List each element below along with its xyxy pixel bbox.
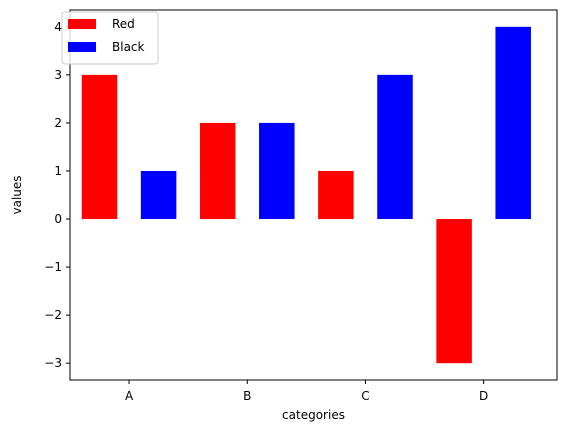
bar-black-d xyxy=(495,26,531,220)
legend-label-red: Red xyxy=(112,17,135,31)
bars-layer xyxy=(81,26,531,364)
x-axis-label: categories xyxy=(282,408,345,422)
bar-red-b xyxy=(199,122,236,220)
y-tick-label: −1 xyxy=(44,260,62,274)
legend: Red Black xyxy=(61,11,159,65)
bar-red-a xyxy=(81,74,118,220)
bar-black-b xyxy=(259,122,295,220)
y-tick-label: 3 xyxy=(54,68,62,82)
x-tick-label: C xyxy=(361,389,369,403)
y-tick-label: 2 xyxy=(54,116,62,130)
plot-frame xyxy=(69,9,558,381)
legend-label-black: Black xyxy=(112,40,145,54)
legend-swatch-red xyxy=(68,19,96,29)
legend-swatch-black xyxy=(68,42,96,52)
y-tick-label: −3 xyxy=(44,356,62,370)
bar-black-c xyxy=(377,74,413,220)
bar-red-d xyxy=(436,219,472,364)
bar-red-c xyxy=(318,170,354,220)
y-tick-label: 1 xyxy=(54,164,62,178)
x-tick-label: D xyxy=(479,389,488,403)
y-tick-label: −2 xyxy=(44,308,62,322)
y-axis-label: values xyxy=(10,175,24,214)
y-tick-label: 4 xyxy=(54,20,62,34)
x-axis: A B C D xyxy=(125,380,488,403)
y-axis: −3 −2 −1 0 1 2 3 4 xyxy=(44,20,70,370)
y-tick-label: 0 xyxy=(54,212,62,226)
x-tick-label: B xyxy=(243,389,251,403)
x-tick-label: A xyxy=(125,389,134,403)
bar-black-a xyxy=(140,170,177,220)
